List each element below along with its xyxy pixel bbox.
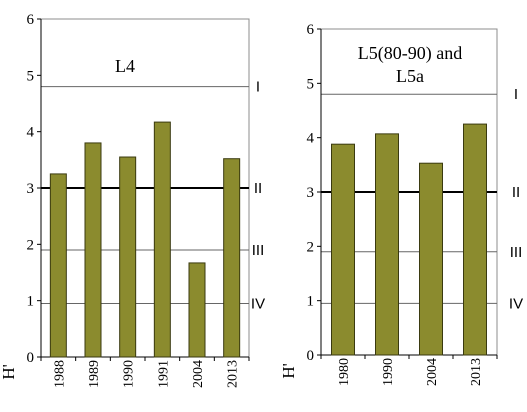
- y-tick-label: 1: [307, 294, 315, 310]
- chart-title: L4: [115, 56, 135, 76]
- class-label-IV: IV: [251, 295, 265, 312]
- y-tick-label: 0: [27, 350, 35, 366]
- bar-2013: [463, 123, 487, 356]
- class-label-II: II: [254, 180, 262, 197]
- bar-2004: [419, 162, 443, 356]
- bar-1989: [84, 142, 102, 358]
- bar-2004: [188, 262, 206, 358]
- y-tick-label: 5: [307, 76, 315, 92]
- class-label-I: I: [256, 79, 260, 96]
- x-tick-label-2004: 2004: [425, 358, 440, 386]
- x-tick-label-1988: 1988: [52, 360, 67, 388]
- bar-1990: [375, 133, 399, 356]
- bar-1980: [331, 143, 355, 356]
- class-label-IV: IV: [509, 295, 523, 312]
- class-label-II: II: [512, 184, 520, 201]
- x-tick-label-1990: 1990: [381, 358, 396, 386]
- bar-1991: [153, 121, 171, 358]
- bar-1990: [119, 156, 137, 358]
- x-tick-label-2013: 2013: [469, 358, 484, 386]
- y-tick-label: 6: [307, 22, 315, 38]
- x-tick-label-1980: 1980: [337, 358, 352, 386]
- y-tick-label: 5: [27, 68, 35, 84]
- chart-title: L5(80-90) and: [358, 43, 462, 64]
- y-tick-label: 4: [27, 125, 35, 141]
- y-tick-label: 4: [307, 131, 315, 147]
- x-tick-label-2004: 2004: [191, 360, 206, 388]
- y-tick-label: 6: [27, 12, 35, 28]
- class-label-III: III: [252, 242, 265, 259]
- chart-title: L5a: [396, 66, 424, 86]
- y-axis-label: H': [279, 363, 298, 378]
- y-tick-label: 2: [307, 239, 315, 255]
- class-label-I: I: [514, 86, 518, 103]
- y-tick-label: 3: [307, 185, 315, 201]
- x-tick-label-1991: 1991: [156, 360, 171, 388]
- x-tick-label-2013: 2013: [226, 360, 241, 388]
- bar-2013: [223, 158, 241, 358]
- x-tick-label-1990: 1990: [122, 360, 137, 388]
- y-tick-label: 0: [307, 348, 315, 364]
- y-tick-label: 1: [27, 294, 35, 310]
- y-tick-label: 2: [27, 237, 35, 253]
- bar-1988: [49, 173, 67, 358]
- x-tick-label-1989: 1989: [87, 360, 102, 388]
- y-axis-label: H': [0, 364, 18, 379]
- y-tick-label: 3: [27, 181, 35, 197]
- class-label-III: III: [510, 244, 523, 261]
